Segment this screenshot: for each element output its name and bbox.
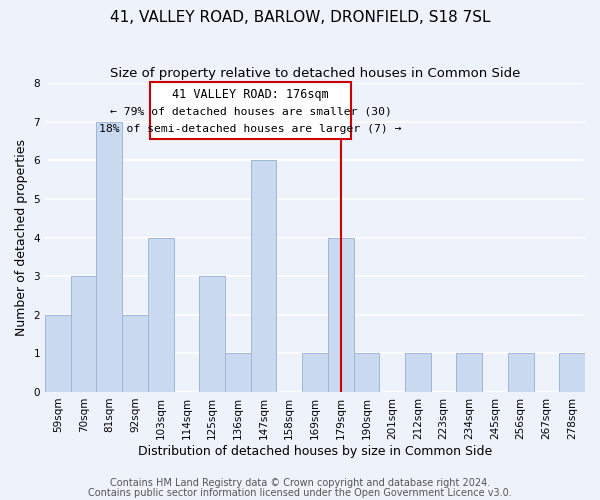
Bar xyxy=(508,354,533,392)
Bar xyxy=(45,314,71,392)
Bar xyxy=(148,238,173,392)
Bar xyxy=(251,160,277,392)
Title: Size of property relative to detached houses in Common Side: Size of property relative to detached ho… xyxy=(110,68,520,80)
Text: 41, VALLEY ROAD, BARLOW, DRONFIELD, S18 7SL: 41, VALLEY ROAD, BARLOW, DRONFIELD, S18 … xyxy=(110,10,490,25)
Text: 41 VALLEY ROAD: 176sqm: 41 VALLEY ROAD: 176sqm xyxy=(172,88,329,102)
FancyBboxPatch shape xyxy=(151,82,351,139)
Text: Contains HM Land Registry data © Crown copyright and database right 2024.: Contains HM Land Registry data © Crown c… xyxy=(110,478,490,488)
Bar xyxy=(353,354,379,392)
Text: ← 79% of detached houses are smaller (30): ← 79% of detached houses are smaller (30… xyxy=(110,107,392,117)
Bar xyxy=(302,354,328,392)
Bar xyxy=(97,122,122,392)
Text: 18% of semi-detached houses are larger (7) →: 18% of semi-detached houses are larger (… xyxy=(100,124,402,134)
Bar xyxy=(405,354,431,392)
Y-axis label: Number of detached properties: Number of detached properties xyxy=(15,139,28,336)
Bar xyxy=(457,354,482,392)
X-axis label: Distribution of detached houses by size in Common Side: Distribution of detached houses by size … xyxy=(138,444,492,458)
Bar xyxy=(122,314,148,392)
Bar xyxy=(225,354,251,392)
Bar xyxy=(71,276,97,392)
Bar xyxy=(559,354,585,392)
Text: Contains public sector information licensed under the Open Government Licence v3: Contains public sector information licen… xyxy=(88,488,512,498)
Bar xyxy=(328,238,353,392)
Bar xyxy=(199,276,225,392)
